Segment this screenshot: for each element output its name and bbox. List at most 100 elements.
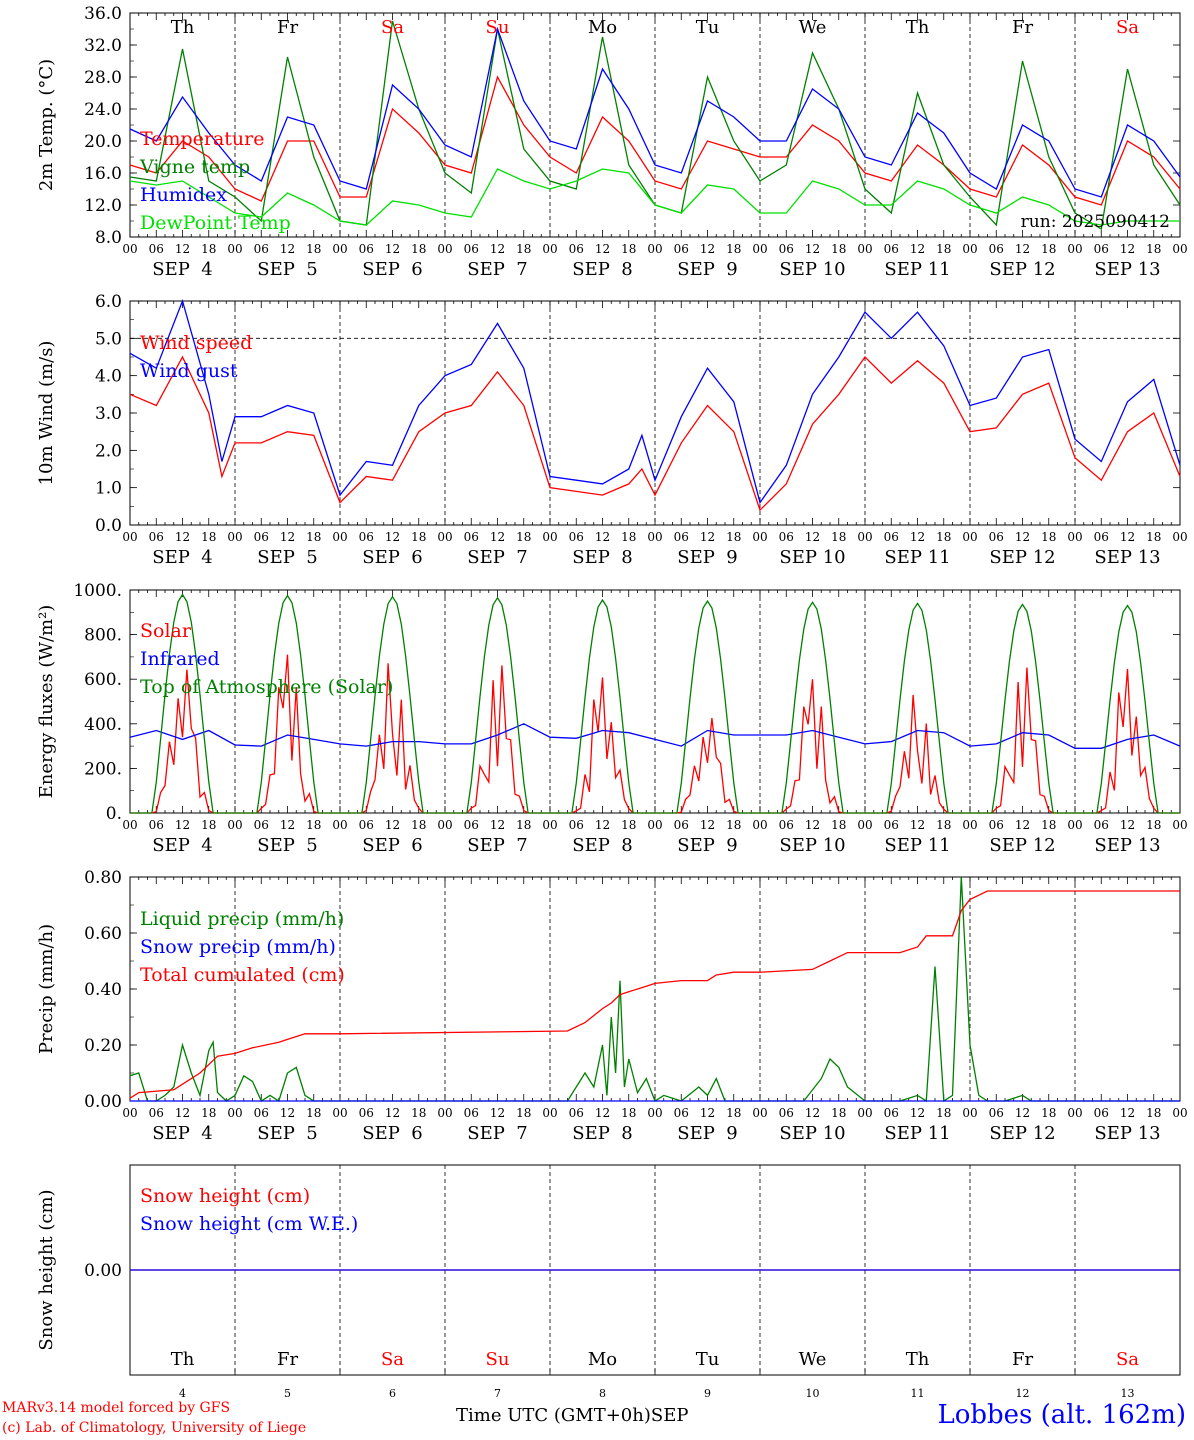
legend-entry: Humidex <box>140 184 227 206</box>
panel-4 <box>129 876 1181 1103</box>
x-tick-label: 18 <box>1146 530 1161 544</box>
date-label: SEP 13 <box>1094 259 1160 280</box>
x-tick-label: 12 <box>700 530 715 544</box>
weekday-label: Su <box>486 17 510 38</box>
x-tick-label: 12 <box>595 242 610 256</box>
date-label: SEP 10 <box>779 835 845 856</box>
y-tick-label: 4.0 <box>95 367 122 387</box>
x-tick-label: 18 <box>306 818 321 832</box>
x-tick-label: 00 <box>122 530 137 544</box>
x-tick-label: 00 <box>857 530 872 544</box>
legend-entry: Temperature <box>140 128 264 150</box>
legend-entry: Total cumulated (cm) <box>140 964 345 986</box>
x-tick-label: 00 <box>542 242 557 256</box>
legend-entry: Snow precip (mm/h) <box>140 936 336 958</box>
date-label: SEP 11 <box>884 1123 950 1144</box>
y-tick-label: 0. <box>106 804 122 824</box>
x-tick-label: 00 <box>857 242 872 256</box>
weekday-label: Th <box>906 17 930 38</box>
x-tick-label: 06 <box>464 530 479 544</box>
legend-entry: Liquid precip (mm/h) <box>140 908 344 930</box>
x-tick-label: 12 <box>910 530 925 544</box>
day-number: 10 <box>806 1387 820 1400</box>
x-tick-label: 12 <box>910 1106 925 1120</box>
x-tick-label: 18 <box>411 818 426 832</box>
x-tick-label: 18 <box>936 818 951 832</box>
panel-5 <box>129 1164 1181 1376</box>
series-line-total-cumulated-cm- <box>129 890 1180 1099</box>
date-label: SEP 12 <box>989 259 1055 280</box>
x-tick-label: 00 <box>1067 530 1082 544</box>
date-label: SEP 6 <box>362 547 422 568</box>
series-line-infrared <box>129 723 1181 749</box>
date-label: SEP 13 <box>1094 1123 1160 1144</box>
x-tick-label: 18 <box>411 242 426 256</box>
x-tick-label: 06 <box>254 1106 269 1120</box>
x-axis-month: SEP <box>650 1405 689 1426</box>
x-tick-label: 18 <box>831 1106 846 1120</box>
x-tick-label: 00 <box>857 818 872 832</box>
y-axis-label: Precip (mm/h) <box>36 924 57 1054</box>
x-tick-label: 06 <box>1094 530 1109 544</box>
date-label: SEP 8 <box>572 835 632 856</box>
x-tick-label: 06 <box>884 1106 899 1120</box>
x-tick-label: 00 <box>122 1106 137 1120</box>
x-tick-label: 18 <box>201 242 216 256</box>
legend-entry: Infrared <box>140 648 220 670</box>
x-tick-label: 18 <box>936 242 951 256</box>
x-tick-label: 18 <box>1041 242 1056 256</box>
y-tick-label: 0.60 <box>84 924 122 944</box>
x-tick-label: 12 <box>1015 818 1030 832</box>
x-tick-label: 06 <box>779 530 794 544</box>
y-tick-label: 28.0 <box>84 68 122 88</box>
x-tick-label: 18 <box>201 1106 216 1120</box>
x-tick-label: 06 <box>464 1106 479 1120</box>
legend-entry: Top of Atmosphere (Solar) <box>140 676 393 698</box>
x-tick-label: 18 <box>516 818 531 832</box>
x-tick-label: 06 <box>569 242 584 256</box>
x-tick-label: 18 <box>726 530 741 544</box>
x-tick-label: 00 <box>752 1106 767 1120</box>
y-tick-label: 3.0 <box>95 404 122 424</box>
x-tick-label: 00 <box>647 818 662 832</box>
x-tick-label: 00 <box>332 1106 347 1120</box>
series-line-top-of-atmosphere-solar- <box>130 593 1180 814</box>
series-line-wind-speed <box>129 355 1181 512</box>
y-tick-label: 24.0 <box>84 100 122 120</box>
x-tick-label: 00 <box>962 818 977 832</box>
x-tick-label: 06 <box>779 242 794 256</box>
date-label: SEP 4 <box>152 259 212 280</box>
y-tick-label: 0.0 <box>95 516 122 536</box>
date-label: SEP 5 <box>257 547 317 568</box>
weekday-label: Sa <box>381 1349 404 1370</box>
lab-credit: (c) Lab. of Climatology, University of L… <box>2 1420 307 1436</box>
x-tick-label: 18 <box>1041 530 1056 544</box>
x-tick-label: 12 <box>910 242 925 256</box>
x-tick-label: 06 <box>149 818 164 832</box>
y-tick-label: 8.0 <box>95 228 122 248</box>
x-tick-label: 12 <box>385 242 400 256</box>
date-label: SEP 8 <box>572 547 632 568</box>
date-label: SEP 7 <box>467 259 527 280</box>
y-tick-label: 16.0 <box>84 164 122 184</box>
x-tick-label: 18 <box>1041 1106 1056 1120</box>
x-tick-label: 00 <box>437 530 452 544</box>
x-tick-label: 12 <box>595 530 610 544</box>
y-axis-label: 2m Temp. (°C) <box>36 59 57 191</box>
x-tick-label: 12 <box>280 818 295 832</box>
x-tick-label: 06 <box>779 1106 794 1120</box>
date-label: SEP 12 <box>989 835 1055 856</box>
x-tick-label: 18 <box>201 530 216 544</box>
y-tick-label: 1.0 <box>95 479 122 499</box>
y-tick-label: 36.0 <box>84 4 122 24</box>
x-axis-title: Time UTC (GMT+0h)SEP <box>456 1405 688 1426</box>
y-tick-label: 0.00 <box>84 1092 122 1112</box>
weekday-label: Mo <box>588 17 617 38</box>
x-tick-label: 06 <box>359 530 374 544</box>
x-tick-label: 06 <box>884 242 899 256</box>
x-tick-label: 12 <box>175 530 190 544</box>
x-tick-label: 12 <box>385 530 400 544</box>
weekday-label: We <box>799 17 827 38</box>
legend-entry: Wind speed <box>140 332 252 354</box>
y-tick-label: 200. <box>84 759 122 779</box>
